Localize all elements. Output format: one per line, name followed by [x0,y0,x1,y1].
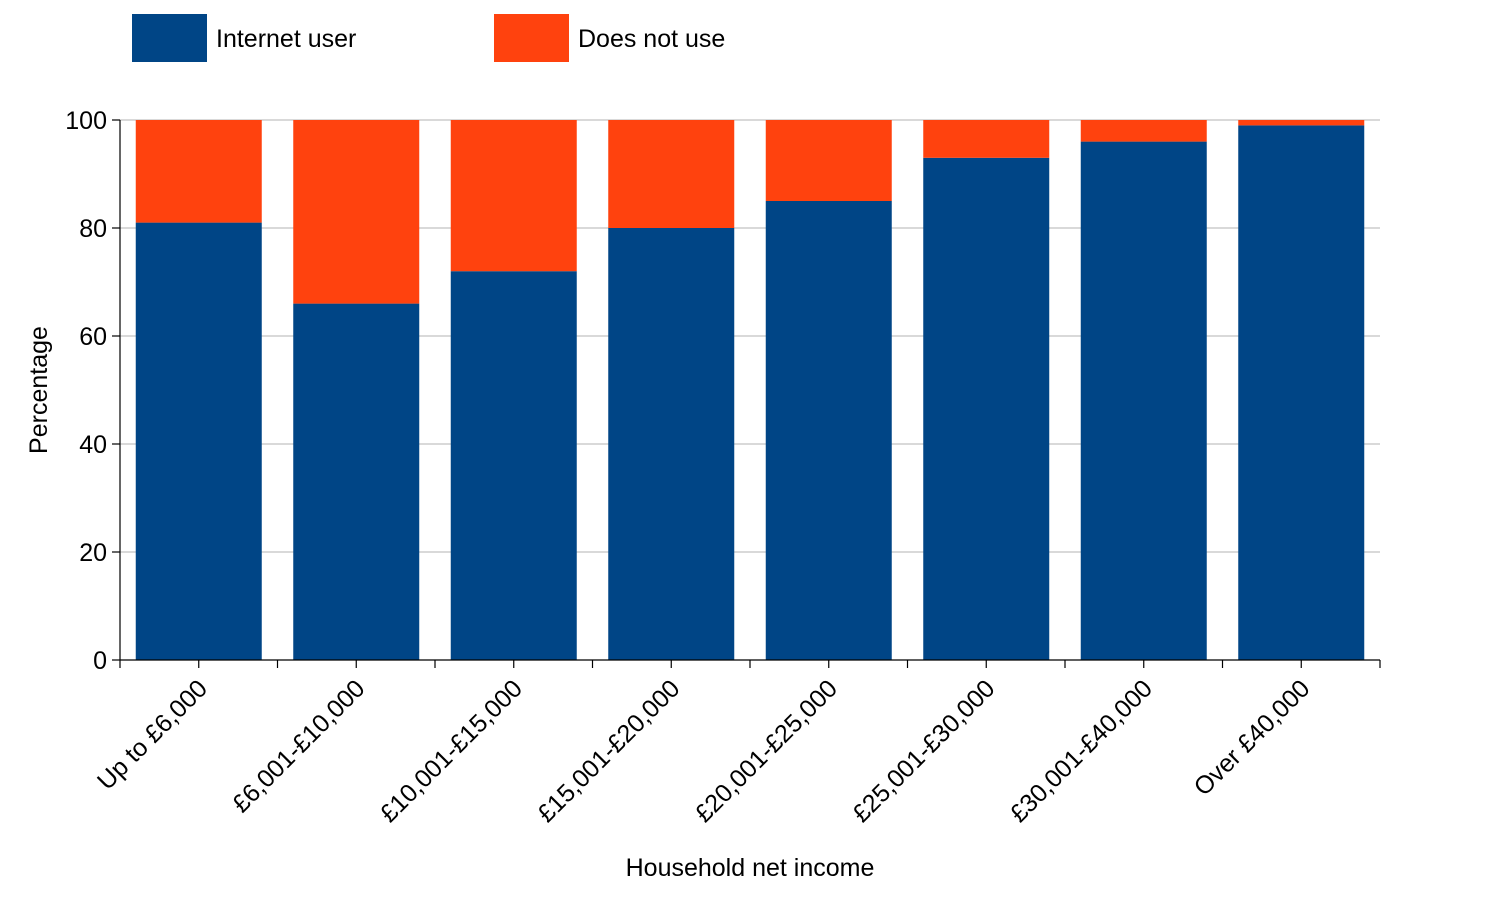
bar-does-not-use [450,120,577,272]
x-tick-label: Up to £6,000 [92,674,213,795]
bar-does-not-use [1238,120,1365,126]
bar-does-not-use [1080,120,1207,142]
y-axis-title: Percentage [25,326,53,454]
x-tick-label: £6,001-£10,000 [227,674,371,818]
bar-does-not-use [923,120,1050,158]
bars [135,120,1365,661]
bar-does-not-use [135,120,262,223]
bar-internet-user [608,228,735,660]
bar-internet-user [1238,125,1365,660]
x-axis-ticks: Up to £6,000 £6,001-£10,000 £10,001-£15,00… [92,660,1381,828]
legend: Internet user Does not use [132,14,725,62]
bar-does-not-use [765,120,892,201]
x-tick-label: £10,001-£15,000 [375,674,528,827]
y-tick-label: 80 [79,215,107,243]
legend-label: Internet user [216,25,356,53]
bar-internet-user [135,222,262,660]
y-tick-label: 100 [65,107,107,135]
x-tick-label: £25,001-£30,000 [847,674,1000,827]
x-tick-label: £30,001-£40,000 [1005,674,1158,827]
bar-internet-user [765,201,892,660]
bar-does-not-use [293,120,420,304]
bar-internet-user [293,303,420,660]
x-axis-title: Household net income [626,854,875,882]
bar-does-not-use [608,120,735,228]
legend-label: Does not use [578,25,725,53]
bar-internet-user [1080,141,1207,661]
y-tick-label: 20 [79,539,107,567]
x-tick-label: Over £40,000 [1189,674,1316,801]
legend-swatch [494,14,569,62]
y-tick-label: 40 [79,431,107,459]
legend-swatch [132,14,207,62]
y-axis-ticks: 0 20 40 60 80 100 [65,107,120,675]
y-tick-label: 0 [93,647,107,675]
bar-internet-user [450,271,577,660]
x-tick-label: £20,001-£25,000 [690,674,843,827]
bar-internet-user [923,157,1050,661]
y-tick-label: 60 [79,323,107,351]
x-tick-label: £15,001-£20,000 [532,674,685,827]
